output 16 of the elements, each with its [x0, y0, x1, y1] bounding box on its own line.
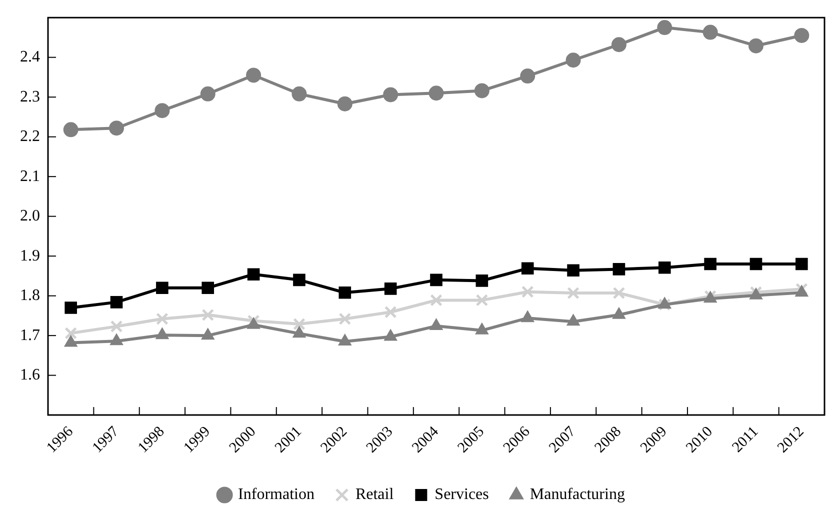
y-tick-label: 2.3 [20, 88, 40, 106]
y-tick-label: 2.1 [20, 168, 40, 185]
legend-label: Services [434, 486, 489, 504]
y-tick-label: 1.7 [20, 326, 40, 344]
legend-label: Information [238, 486, 314, 504]
y-tick-label: 2.2 [20, 128, 40, 146]
y-tick-label: 1.8 [20, 287, 40, 304]
x-tick-label: 1999 [180, 424, 214, 456]
legend-label: Retail [355, 486, 394, 504]
x-tick-label: 2011 [729, 424, 762, 456]
y-tick-label: 2.4 [20, 48, 40, 66]
x-tick-label: 2001 [272, 424, 305, 456]
y-tick-label: 1.6 [20, 366, 40, 384]
legend-label: Manufacturing [530, 486, 625, 504]
y-tick-label: 1.9 [20, 247, 40, 264]
y-tick-label: 2.0 [20, 208, 40, 225]
